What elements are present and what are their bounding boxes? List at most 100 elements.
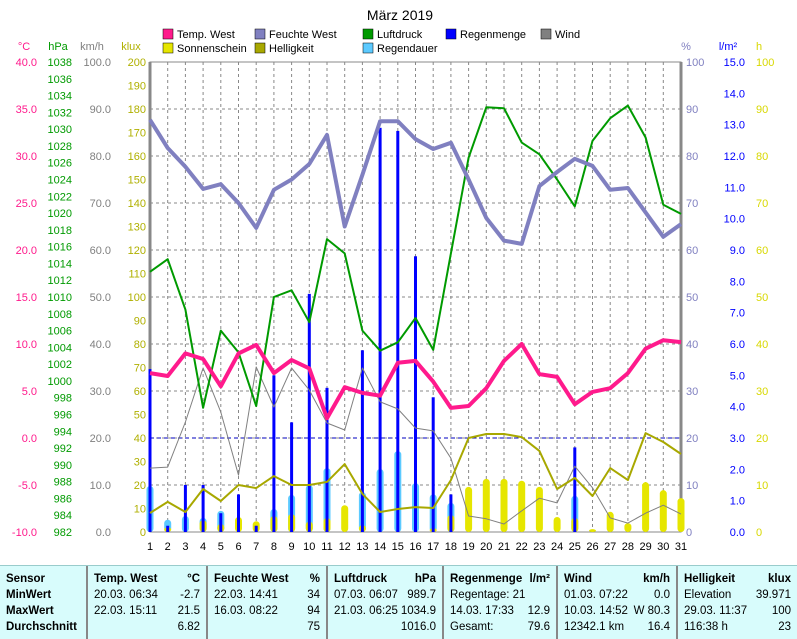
stats-value: 1034.9: [401, 603, 436, 619]
stats-label: Gesamt:: [450, 619, 493, 635]
bar-sonnenschein: [536, 487, 543, 532]
x-tick-label: 7: [253, 541, 259, 553]
axis-tick-label-temp: -5.0: [18, 480, 37, 492]
axis-tick-label-hours: 20: [756, 433, 768, 445]
bar-sonnenschein: [518, 481, 525, 532]
axis-tick-label-pressure: 1002: [48, 359, 72, 371]
bar-sonnenschein: [589, 529, 596, 532]
axis-tick-label-rain: 12.0: [724, 151, 745, 163]
stats-row: 75: [214, 619, 320, 635]
axis-tick-label-wind: 30.0: [90, 386, 111, 398]
axis-unit-label-pressure: hPa: [48, 41, 68, 53]
bar-regenmenge: [255, 526, 258, 532]
stats-label: 20.03. 06:34: [94, 587, 158, 603]
axis-tick-label-pressure: 988: [54, 477, 72, 489]
x-tick-label: 16: [409, 541, 421, 553]
stats-row: 6.82: [94, 619, 200, 635]
stats-value: 12.9: [528, 603, 550, 619]
axis-tick-label-hours: 10: [756, 480, 768, 492]
x-tick-label: 28: [622, 541, 634, 553]
stats-value: 100: [772, 603, 791, 619]
axis-tick-label-pressure: 1006: [48, 326, 72, 338]
bar-sonnenschein: [607, 512, 614, 532]
bar-regenmenge: [308, 294, 311, 532]
stats-value: 6.82: [178, 619, 200, 635]
axis-tick-label-humidity: 30: [686, 386, 698, 398]
axis-tick-label-temp: 30.0: [16, 151, 37, 163]
x-tick-label: 24: [551, 541, 563, 553]
stats-value: 21.5: [178, 603, 200, 619]
axis-tick-label-wind: 10.0: [90, 480, 111, 492]
bar-sonnenschein: [660, 490, 667, 532]
axis-tick-label-pressure: 1010: [48, 292, 72, 304]
axis-tick-label-light: 140: [128, 198, 146, 210]
axis-tick-label-light: 190: [128, 81, 146, 93]
stats-label: 10.03. 14:52: [564, 603, 628, 619]
stats-row: Durchschnitt: [6, 619, 80, 635]
axis-tick-label-pressure: 998: [54, 393, 72, 405]
axis-tick-label-pressure: 1028: [48, 141, 72, 153]
axis-tick-label-hours: 100: [756, 57, 774, 69]
axis-tick-label-rain: 8.0: [730, 276, 745, 288]
axis-tick-label-light: 50: [134, 410, 146, 422]
axis-tick-label-pressure: 1034: [48, 91, 72, 103]
stats-value: 1016.0: [401, 619, 436, 635]
axis-tick-label-temp: 5.0: [22, 386, 37, 398]
stats-label: 16.03. 08:22: [214, 603, 278, 619]
stats-row: Regentage: 21: [450, 587, 550, 603]
stats-row: MinWert: [6, 587, 80, 603]
axis-tick-label-rain: 9.0: [730, 245, 745, 257]
bar-regenmenge: [202, 485, 205, 532]
axis-tick-label-rain: 15.0: [724, 57, 745, 69]
axis-tick-label-pressure: 1000: [48, 376, 72, 388]
x-tick-label: 10: [303, 541, 315, 553]
x-tick-label: 20: [480, 541, 492, 553]
axis-tick-label-rain: 7.0: [730, 308, 745, 320]
axis-tick-label-hours: 70: [756, 198, 768, 210]
stats-label: Elevation: [684, 587, 731, 603]
axis-tick-label-pressure: 1022: [48, 191, 72, 203]
axis-tick-label-light: 90: [134, 316, 146, 328]
x-tick-label: 14: [374, 541, 386, 553]
bar-sonnenschein: [341, 505, 348, 532]
axis-tick-label-temp: 40.0: [16, 57, 37, 69]
stats-header: Regenmenge: [450, 571, 522, 587]
axis-tick-label-pressure: 1016: [48, 242, 72, 254]
axis-tick-label-pressure: 992: [54, 443, 72, 455]
stats-header-row: Sensor: [6, 571, 80, 587]
x-tick-label: 8: [271, 541, 277, 553]
axis-tick-label-temp: 0.0: [22, 433, 37, 445]
axis-tick-label-pressure: 996: [54, 410, 72, 422]
stats-label: 21.03. 06:25: [334, 603, 398, 619]
bar-regenmenge: [573, 447, 576, 532]
x-tick-label: 22: [516, 541, 528, 553]
axis-tick-label-hours: 50: [756, 292, 768, 304]
bar-regenmenge: [272, 375, 275, 532]
x-tick-label: 12: [339, 541, 351, 553]
axis-tick-label-pressure: 1012: [48, 275, 72, 287]
axis-tick-label-wind: 60.0: [90, 245, 111, 257]
stats-label: MaxWert: [6, 603, 54, 619]
axis-tick-label-pressure: 990: [54, 460, 72, 472]
bar-regenmenge: [449, 494, 452, 532]
bar-regenmenge: [379, 128, 382, 532]
legend-label: Feuchte West: [269, 29, 337, 41]
stats-value: 23: [778, 619, 791, 635]
bar-regenmenge: [149, 369, 152, 532]
bar-regenmenge: [237, 494, 240, 532]
stats-header: Sensor: [6, 571, 45, 587]
